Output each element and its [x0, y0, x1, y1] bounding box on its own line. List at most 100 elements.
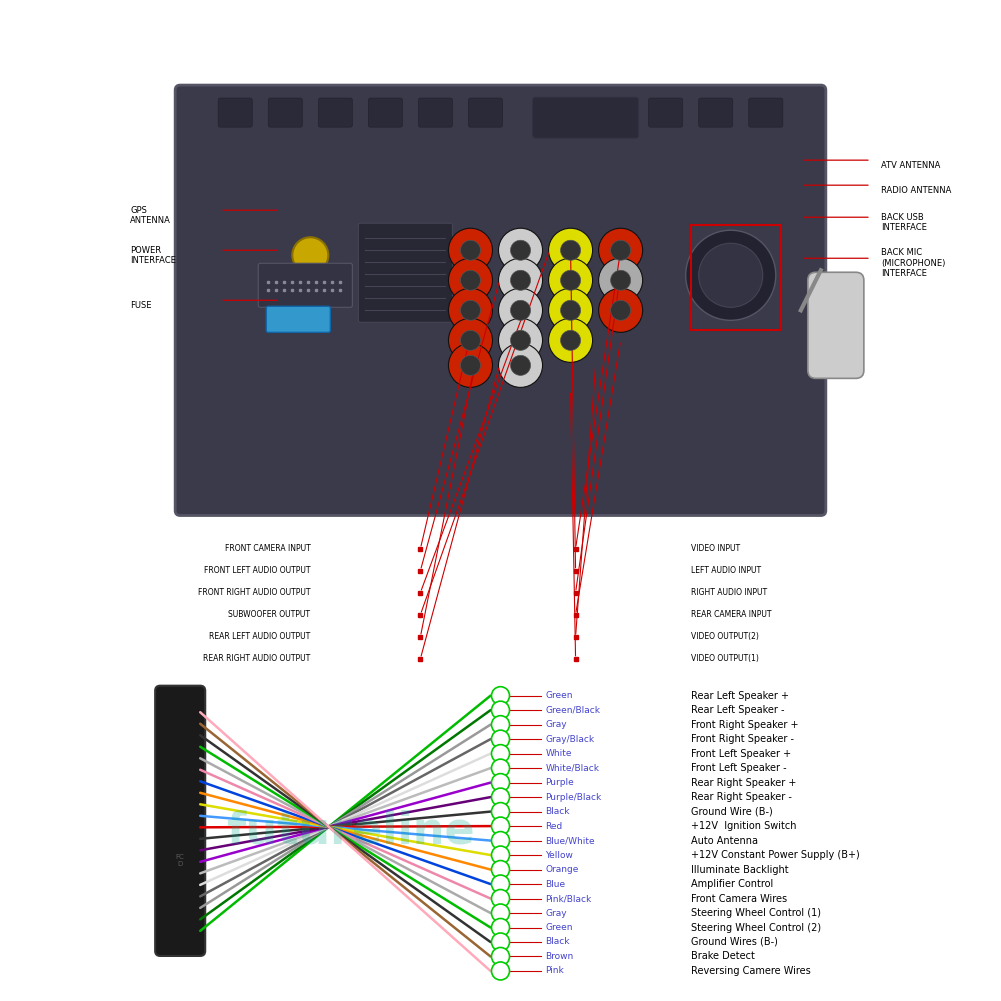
Text: Front Right Speaker +: Front Right Speaker +: [691, 720, 798, 730]
Text: VIDEO INPUT: VIDEO INPUT: [691, 545, 740, 553]
FancyBboxPatch shape: [599, 98, 633, 127]
Circle shape: [561, 330, 581, 350]
Text: Amplifier Control: Amplifier Control: [691, 879, 773, 889]
Circle shape: [292, 237, 328, 273]
FancyBboxPatch shape: [468, 98, 503, 127]
Circle shape: [491, 846, 510, 864]
Circle shape: [491, 817, 510, 835]
Circle shape: [448, 318, 492, 362]
Text: REAR RIGHT AUDIO OUTPUT: REAR RIGHT AUDIO OUTPUT: [203, 655, 310, 663]
Text: LEFT AUDIO INPUT: LEFT AUDIO INPUT: [691, 567, 761, 575]
Text: Ground Wires (B-): Ground Wires (B-): [691, 937, 778, 947]
Circle shape: [611, 300, 631, 320]
Circle shape: [448, 258, 492, 302]
FancyBboxPatch shape: [175, 85, 826, 516]
Circle shape: [491, 730, 510, 748]
Circle shape: [511, 270, 531, 290]
Circle shape: [511, 240, 531, 260]
Text: Front Left Speaker -: Front Left Speaker -: [691, 763, 787, 773]
Circle shape: [611, 270, 631, 290]
Text: Blue: Blue: [546, 880, 566, 889]
Text: POWER
INTERFACE: POWER INTERFACE: [130, 245, 176, 265]
Circle shape: [491, 933, 510, 951]
Circle shape: [491, 890, 510, 908]
Text: FRONT RIGHT AUDIO OUTPUT: FRONT RIGHT AUDIO OUTPUT: [198, 589, 310, 597]
Circle shape: [460, 270, 480, 290]
Circle shape: [561, 240, 581, 260]
Circle shape: [491, 803, 510, 821]
FancyBboxPatch shape: [155, 686, 205, 956]
Circle shape: [491, 687, 510, 705]
Text: Brown: Brown: [546, 952, 574, 961]
Text: FC
D: FC D: [176, 855, 184, 867]
Circle shape: [498, 343, 543, 387]
Text: REAR CAMERA INPUT: REAR CAMERA INPUT: [691, 611, 771, 619]
Text: futureline: futureline: [226, 810, 474, 852]
Text: Front Right Speaker -: Front Right Speaker -: [691, 734, 794, 744]
Circle shape: [498, 288, 543, 332]
Circle shape: [491, 948, 510, 966]
Circle shape: [460, 300, 480, 320]
FancyBboxPatch shape: [808, 272, 864, 378]
Circle shape: [561, 270, 581, 290]
Circle shape: [491, 701, 510, 719]
Text: Gray: Gray: [546, 909, 568, 918]
Circle shape: [491, 832, 510, 850]
FancyBboxPatch shape: [266, 306, 330, 332]
Text: Steering Wheel Control (1): Steering Wheel Control (1): [691, 908, 821, 918]
Text: Pink: Pink: [546, 967, 565, 975]
Circle shape: [599, 228, 643, 272]
Circle shape: [549, 288, 593, 332]
Text: Front Left Speaker +: Front Left Speaker +: [691, 749, 791, 759]
Text: Reversing Camere Wires: Reversing Camere Wires: [691, 966, 811, 976]
FancyBboxPatch shape: [649, 98, 683, 127]
Circle shape: [448, 228, 492, 272]
Circle shape: [491, 788, 510, 806]
Circle shape: [498, 258, 543, 302]
FancyBboxPatch shape: [749, 98, 783, 127]
Text: Rear Right Speaker +: Rear Right Speaker +: [691, 778, 796, 788]
Text: Black: Black: [546, 938, 570, 947]
FancyBboxPatch shape: [258, 263, 352, 307]
Circle shape: [549, 258, 593, 302]
Circle shape: [699, 243, 763, 307]
Text: Front Camera Wires: Front Camera Wires: [691, 894, 787, 904]
Text: Rear Left Speaker +: Rear Left Speaker +: [691, 691, 789, 701]
FancyBboxPatch shape: [533, 97, 639, 138]
Text: Green: Green: [546, 692, 573, 700]
Text: Steering Wheel Control (2): Steering Wheel Control (2): [691, 923, 821, 933]
Circle shape: [460, 330, 480, 350]
FancyBboxPatch shape: [699, 98, 733, 127]
Text: Gray: Gray: [546, 720, 568, 729]
Text: FUSE: FUSE: [130, 301, 151, 309]
Circle shape: [599, 288, 643, 332]
Text: BACK MIC
(MICROPHONE)
INTERFACE: BACK MIC (MICROPHONE) INTERFACE: [881, 248, 945, 278]
Circle shape: [491, 716, 510, 734]
Text: Orange: Orange: [546, 865, 579, 874]
Circle shape: [448, 288, 492, 332]
Text: SUBWOOFER OUTPUT: SUBWOOFER OUTPUT: [228, 611, 310, 619]
Text: +12V Constant Power Supply (B+): +12V Constant Power Supply (B+): [691, 850, 860, 860]
Text: Green: Green: [546, 923, 573, 932]
FancyBboxPatch shape: [318, 98, 352, 127]
Text: +12V  Ignition Switch: +12V Ignition Switch: [691, 821, 796, 831]
Circle shape: [498, 228, 543, 272]
Circle shape: [491, 919, 510, 937]
Circle shape: [498, 318, 543, 362]
Text: BACK USB
INTERFACE: BACK USB INTERFACE: [881, 212, 927, 232]
Circle shape: [686, 230, 776, 320]
Text: RADIO ANTENNA: RADIO ANTENNA: [881, 186, 951, 194]
FancyBboxPatch shape: [358, 223, 452, 322]
Text: VIDEO OUTPUT(2): VIDEO OUTPUT(2): [691, 633, 759, 641]
FancyBboxPatch shape: [218, 98, 252, 127]
Text: White: White: [546, 749, 572, 758]
Circle shape: [599, 258, 643, 302]
Text: Pink/Black: Pink/Black: [546, 894, 592, 903]
Text: Ground Wire (B-): Ground Wire (B-): [691, 807, 773, 817]
Text: Purple/Black: Purple/Black: [546, 793, 602, 802]
Text: FRONT CAMERA INPUT: FRONT CAMERA INPUT: [224, 545, 310, 553]
Text: Blue/White: Blue/White: [546, 836, 596, 845]
Text: ATV ANTENNA: ATV ANTENNA: [881, 161, 940, 169]
Circle shape: [549, 228, 593, 272]
Circle shape: [491, 875, 510, 893]
